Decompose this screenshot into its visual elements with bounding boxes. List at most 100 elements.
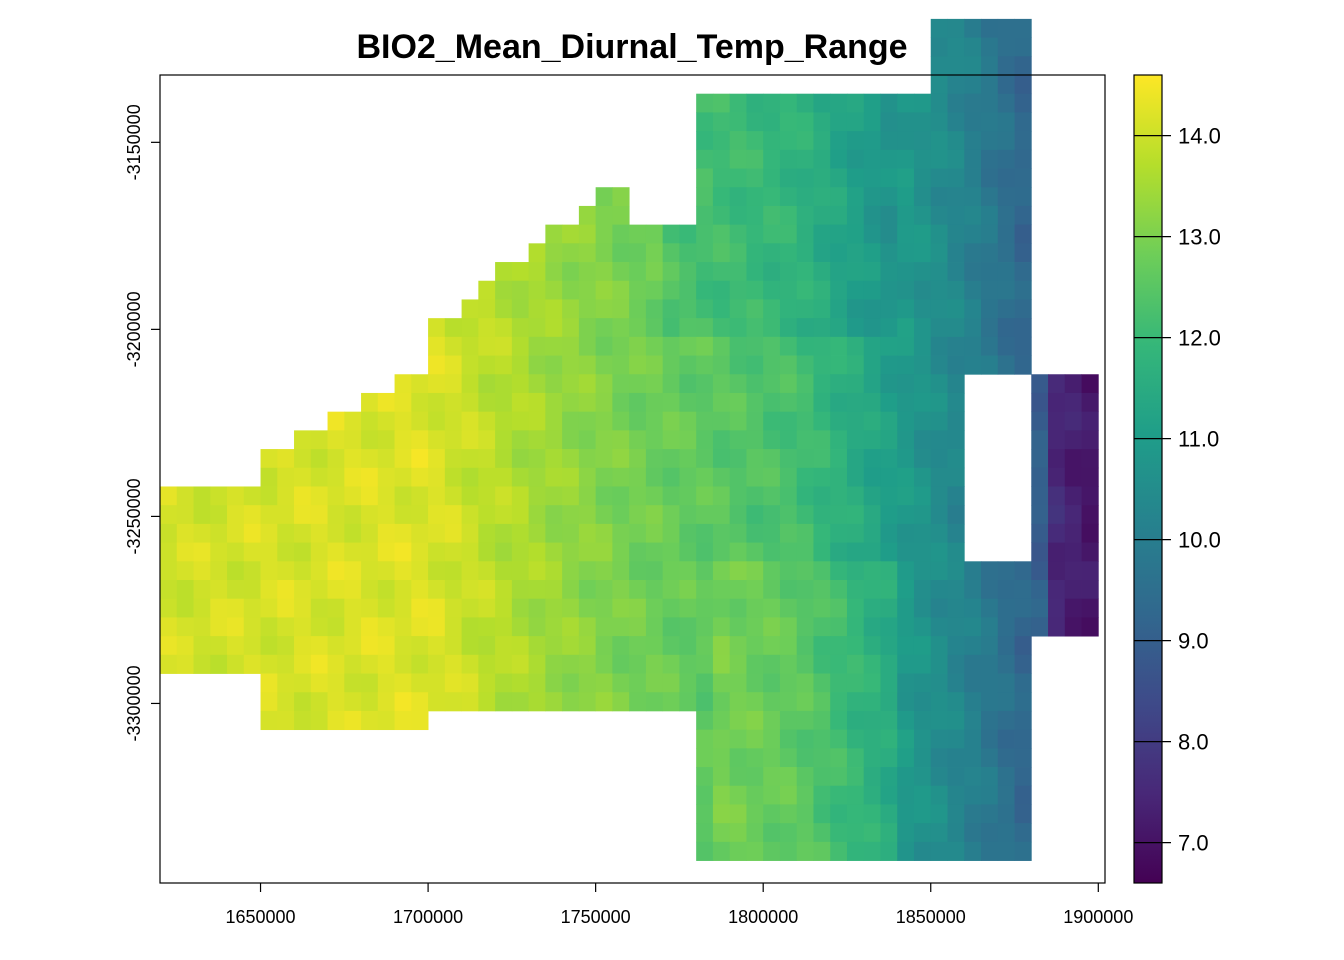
raster-cell xyxy=(411,467,429,487)
raster-cell xyxy=(696,318,714,338)
raster-cell xyxy=(478,580,496,600)
raster-cell xyxy=(729,112,747,132)
raster-cell xyxy=(863,505,881,525)
raster-cell xyxy=(679,486,697,506)
raster-cell xyxy=(411,561,429,581)
raster-cell xyxy=(830,729,848,749)
raster-cell xyxy=(880,692,898,712)
raster-cell xyxy=(428,355,446,375)
raster-cell xyxy=(344,486,362,506)
raster-cell xyxy=(930,542,948,562)
raster-cell xyxy=(779,580,798,600)
raster-cell xyxy=(796,767,814,787)
raster-cell xyxy=(947,598,965,618)
raster-cell xyxy=(595,224,613,244)
raster-cell xyxy=(595,467,613,487)
raster-cell xyxy=(679,392,697,413)
raster-cell xyxy=(997,56,1015,76)
raster-cell xyxy=(796,449,814,469)
raster-cell xyxy=(562,523,580,543)
raster-cell xyxy=(478,430,496,450)
raster-cell xyxy=(612,617,630,637)
raster-cell xyxy=(947,168,965,188)
x-tick-label: 1800000 xyxy=(728,907,798,927)
raster-cell xyxy=(260,692,278,712)
raster-cell xyxy=(662,561,680,581)
raster-cell xyxy=(1014,243,1032,263)
raster-cell xyxy=(612,467,630,487)
x-axis: 1650000 1700000 1750000 1800000 1850000 19000… xyxy=(225,883,1133,927)
raster-cell xyxy=(930,112,948,132)
raster-cell xyxy=(595,411,613,431)
raster-cell xyxy=(277,467,295,487)
raster-cell xyxy=(511,692,530,712)
raster-cell xyxy=(880,318,898,338)
raster-cell xyxy=(377,673,395,693)
raster-cell xyxy=(913,168,932,188)
raster-cell xyxy=(310,673,328,693)
raster-cell xyxy=(746,411,764,431)
raster-cell xyxy=(779,841,798,861)
raster-cell xyxy=(897,542,915,562)
raster-cell xyxy=(428,636,446,656)
raster-cell xyxy=(796,205,814,226)
raster-cell xyxy=(294,542,312,562)
raster-cell xyxy=(712,823,731,843)
raster-cell xyxy=(880,673,898,693)
raster-cell xyxy=(964,729,982,749)
raster-cell xyxy=(930,262,948,282)
raster-cell xyxy=(846,112,865,132)
raster-cell xyxy=(1031,411,1049,431)
raster-cell xyxy=(629,467,647,487)
raster-cell xyxy=(629,598,647,618)
raster-cell xyxy=(1014,93,1032,113)
raster-cell xyxy=(679,673,697,693)
raster-cell xyxy=(796,243,814,263)
raster-cell xyxy=(495,355,513,375)
raster-cell xyxy=(696,262,714,282)
raster-cell xyxy=(478,692,496,712)
raster-cell xyxy=(394,617,412,637)
raster-cell xyxy=(997,131,1015,151)
raster-cell xyxy=(729,243,747,263)
raster-cell xyxy=(1048,449,1066,469)
raster-cell xyxy=(645,374,664,394)
raster-cell xyxy=(947,823,965,843)
raster-cell xyxy=(997,93,1015,113)
raster-cell xyxy=(729,523,747,543)
raster-cell xyxy=(880,336,898,356)
raster-cell xyxy=(830,224,848,244)
raster-cell xyxy=(830,561,848,581)
raster-cell xyxy=(846,224,865,244)
raster-cell xyxy=(897,748,915,768)
raster-cell xyxy=(1014,318,1032,338)
raster-cell xyxy=(176,505,194,525)
raster-cell xyxy=(629,486,647,506)
raster-cell xyxy=(813,654,831,674)
raster-cell xyxy=(545,262,563,282)
raster-cell xyxy=(1081,392,1099,413)
raster-cell xyxy=(813,449,831,469)
raster-cell xyxy=(377,710,395,731)
raster-cell xyxy=(897,131,915,151)
raster-cell xyxy=(629,318,647,338)
raster-cell xyxy=(1048,598,1066,618)
raster-cell xyxy=(796,710,814,731)
raster-cell xyxy=(897,523,915,543)
raster-cell xyxy=(880,224,898,244)
raster-cell xyxy=(897,355,915,375)
raster-cell xyxy=(763,785,781,805)
raster-cell xyxy=(763,486,781,506)
raster-cell xyxy=(913,673,932,693)
raster-cell xyxy=(796,823,814,843)
raster-cell xyxy=(1014,131,1032,151)
raster-cell xyxy=(981,75,999,95)
raster-cell xyxy=(813,224,831,244)
raster-cell xyxy=(461,430,479,450)
raster-cell xyxy=(294,467,312,487)
raster-cell xyxy=(428,692,446,712)
raster-cell xyxy=(880,785,898,805)
raster-cell xyxy=(545,523,563,543)
raster-cell xyxy=(779,617,798,637)
raster-cell xyxy=(813,841,831,861)
